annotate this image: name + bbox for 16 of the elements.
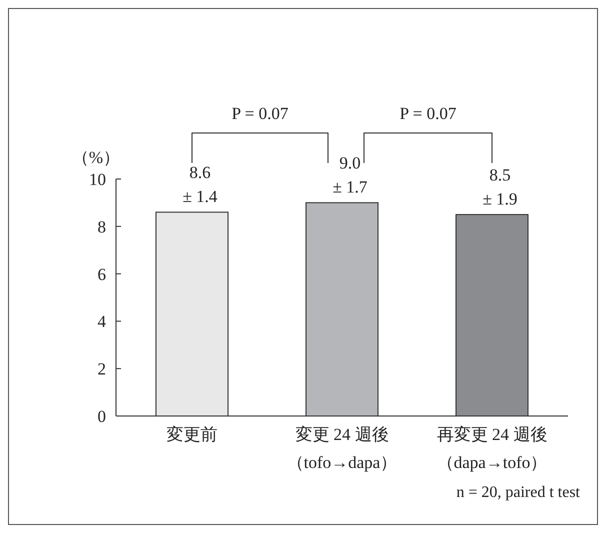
y-tick-label: 6 [98,264,106,284]
text: P = 0.07 [400,104,457,123]
text: P = 0.07 [232,104,289,123]
x-tick-label: 変更前 [166,425,218,444]
y-tick-label: 8 [98,217,106,236]
y-axis-title: （%） [72,148,120,167]
data-label: 9.0 ± 1.7 [332,154,368,197]
x-tick-label: 再変更 24 週後（dapa→tofo） [436,425,548,472]
data-label: 8.6 ± 1.4 [182,163,218,206]
y-tick-label: 10 [89,170,106,189]
data-label: 8.5 ± 1.9 [482,166,518,209]
y-tick-label: 4 [98,312,106,332]
text: n = 20, paired t test [456,484,581,501]
y-tick-label: 0 [98,406,106,426]
y-tick-label: 2 [98,360,106,379]
x-tick-label: 変更 24 週後（tofo→dapa） [286,425,398,472]
